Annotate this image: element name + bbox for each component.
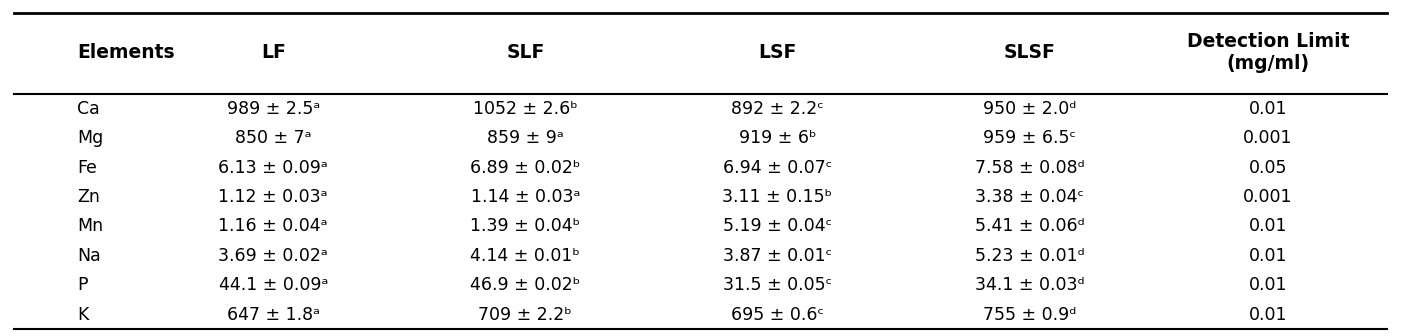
Text: 859 ± 9ᵃ: 859 ± 9ᵃ — [488, 129, 563, 147]
Text: 0.05: 0.05 — [1248, 159, 1288, 177]
Text: 695 ± 0.6ᶜ: 695 ± 0.6ᶜ — [731, 305, 824, 324]
Text: Zn: Zn — [77, 188, 99, 206]
Text: 5.23 ± 0.01ᵈ: 5.23 ± 0.01ᵈ — [975, 247, 1084, 265]
Text: 6.13 ± 0.09ᵃ: 6.13 ± 0.09ᵃ — [219, 159, 328, 177]
Text: 5.41 ± 0.06ᵈ: 5.41 ± 0.06ᵈ — [975, 217, 1084, 236]
Text: 0.01: 0.01 — [1248, 100, 1288, 118]
Text: 3.87 ± 0.01ᶜ: 3.87 ± 0.01ᶜ — [723, 247, 832, 265]
Text: 989 ± 2.5ᵃ: 989 ± 2.5ᵃ — [227, 100, 319, 118]
Text: 709 ± 2.2ᵇ: 709 ± 2.2ᵇ — [479, 305, 572, 324]
Text: 4.14 ± 0.01ᵇ: 4.14 ± 0.01ᵇ — [471, 247, 580, 265]
Text: 919 ± 6ᵇ: 919 ± 6ᵇ — [738, 129, 817, 147]
Text: 0.01: 0.01 — [1248, 217, 1288, 236]
Text: 1.16 ± 0.04ᵃ: 1.16 ± 0.04ᵃ — [219, 217, 328, 236]
Text: SLSF: SLSF — [1003, 43, 1056, 61]
Text: Mn: Mn — [77, 217, 104, 236]
Text: 647 ± 1.8ᵃ: 647 ± 1.8ᵃ — [227, 305, 319, 324]
Text: 1.39 ± 0.04ᵇ: 1.39 ± 0.04ᵇ — [471, 217, 580, 236]
Text: 0.01: 0.01 — [1248, 247, 1288, 265]
Text: 959 ± 6.5ᶜ: 959 ± 6.5ᶜ — [984, 129, 1076, 147]
Text: P: P — [77, 276, 87, 294]
Text: LSF: LSF — [758, 43, 797, 61]
Text: Ca: Ca — [77, 100, 99, 118]
Text: 1.14 ± 0.03ᵃ: 1.14 ± 0.03ᵃ — [471, 188, 580, 206]
Text: 31.5 ± 0.05ᶜ: 31.5 ± 0.05ᶜ — [723, 276, 832, 294]
Text: 950 ± 2.0ᵈ: 950 ± 2.0ᵈ — [984, 100, 1076, 118]
Text: SLF: SLF — [506, 43, 545, 61]
Text: 6.89 ± 0.02ᵇ: 6.89 ± 0.02ᵇ — [471, 159, 580, 177]
Text: 3.38 ± 0.04ᶜ: 3.38 ± 0.04ᶜ — [975, 188, 1084, 206]
Text: 892 ± 2.2ᶜ: 892 ± 2.2ᶜ — [731, 100, 824, 118]
Text: K: K — [77, 305, 88, 324]
Text: Mg: Mg — [77, 129, 104, 147]
Text: 850 ± 7ᵃ: 850 ± 7ᵃ — [235, 129, 311, 147]
Text: 0.01: 0.01 — [1248, 276, 1288, 294]
Text: 1.12 ± 0.03ᵃ: 1.12 ± 0.03ᵃ — [219, 188, 328, 206]
Text: Na: Na — [77, 247, 101, 265]
Text: 34.1 ± 0.03ᵈ: 34.1 ± 0.03ᵈ — [975, 276, 1084, 294]
Text: 0.001: 0.001 — [1243, 129, 1293, 147]
Text: LF: LF — [261, 43, 286, 61]
Text: Fe: Fe — [77, 159, 97, 177]
Text: 1052 ± 2.6ᵇ: 1052 ± 2.6ᵇ — [474, 100, 577, 118]
Text: 3.11 ± 0.15ᵇ: 3.11 ± 0.15ᵇ — [723, 188, 832, 206]
Text: 44.1 ± 0.09ᵃ: 44.1 ± 0.09ᵃ — [219, 276, 328, 294]
Text: 0.001: 0.001 — [1243, 188, 1293, 206]
Text: 46.9 ± 0.02ᵇ: 46.9 ± 0.02ᵇ — [471, 276, 580, 294]
Text: 5.19 ± 0.04ᶜ: 5.19 ± 0.04ᶜ — [723, 217, 832, 236]
Text: 755 ± 0.9ᵈ: 755 ± 0.9ᵈ — [984, 305, 1076, 324]
Text: 7.58 ± 0.08ᵈ: 7.58 ± 0.08ᵈ — [975, 159, 1084, 177]
Text: 0.01: 0.01 — [1248, 305, 1288, 324]
Text: Detection Limit
(mg/ml): Detection Limit (mg/ml) — [1187, 32, 1349, 73]
Text: Elements: Elements — [77, 43, 175, 61]
Text: 3.69 ± 0.02ᵃ: 3.69 ± 0.02ᵃ — [219, 247, 328, 265]
Text: 6.94 ± 0.07ᶜ: 6.94 ± 0.07ᶜ — [723, 159, 832, 177]
